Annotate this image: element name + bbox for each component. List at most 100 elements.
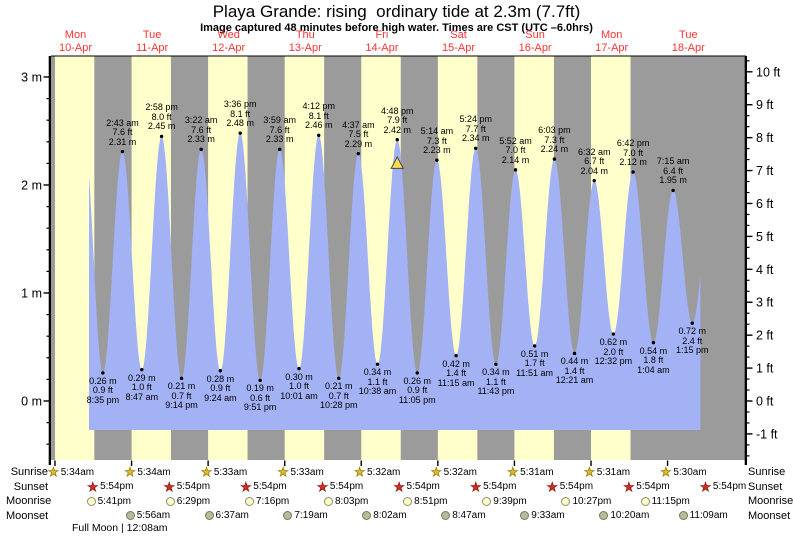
sunset-entry: ★ 5:54pm xyxy=(317,480,364,493)
moonset-circle-icon xyxy=(441,511,451,520)
sunrise-entry: ★ 5:31am xyxy=(507,466,554,479)
right-axis-label: 3 ft xyxy=(756,296,774,310)
moonset-time: 8:47am xyxy=(452,510,486,521)
tide-label-line: 5:24 pm xyxy=(459,114,492,125)
high-tide-label: 5:52 am 7.0 ft 2.14 m xyxy=(485,136,547,166)
sunrise-entry: ★ 5:34am xyxy=(47,465,95,479)
sunset-time: 5:54pm xyxy=(329,481,364,492)
high-tide-point xyxy=(671,188,675,193)
day-date: 13-Apr xyxy=(288,42,322,54)
sunrise-time: 5:32am xyxy=(443,466,477,478)
sunrise-star-icon: ★ xyxy=(660,465,672,479)
tide-label-line: 7.9 ft xyxy=(387,115,408,126)
tide-label-line: 2.46 m xyxy=(304,120,333,131)
day-date: 16-Apr xyxy=(518,42,552,54)
right-axis-label: 6 ft xyxy=(756,197,774,211)
low-tide-label: 0.26 m 0.9 ft 8:35 pm xyxy=(72,376,134,406)
left-axis-label: 1 m xyxy=(21,287,42,301)
left-axis-label: 0 m xyxy=(21,395,42,409)
right-axis-label: 1 ft xyxy=(756,362,774,376)
moonset-entry: 5:56am xyxy=(125,510,170,522)
moonset-circle-icon xyxy=(125,511,135,520)
day-name: Sat xyxy=(450,29,467,41)
tide-label-line: 0.7 ft xyxy=(171,390,192,401)
tide-label-line: 1:04 am xyxy=(637,364,670,375)
tide-label-line: 2.48 m xyxy=(226,118,254,129)
right-axis-label: 4 ft xyxy=(756,263,774,277)
moonrise-entry: 5:41pm xyxy=(86,495,131,507)
tide-label-line: 10:28 pm xyxy=(319,400,358,411)
right-axis-line xyxy=(744,56,747,465)
moonrise-entry: 9:39pm xyxy=(482,495,527,507)
day-date: 17-Apr xyxy=(595,42,629,54)
tide-label-line: 0.6 ft xyxy=(250,392,271,403)
low-tide-label: 0.44 m 1.4 ft 12:21 am xyxy=(544,357,606,386)
high-tide-label: 4:48 pm 7.9 ft 2.42 m xyxy=(366,105,428,136)
sunrise-star-icon: ★ xyxy=(47,465,60,479)
tide-label-line: 0.29 m xyxy=(128,372,156,383)
sunrise-entry: ★ 5:31am xyxy=(584,466,631,479)
day-date: 10-Apr xyxy=(58,42,93,54)
sunset-entry: ★ 5:54pm xyxy=(700,480,747,493)
tide-label-line: 2.04 m xyxy=(580,165,608,176)
low-tide-label: 0.30 m 1.0 ft 10:01 am xyxy=(268,372,330,402)
sunset-star-icon: ★ xyxy=(393,479,405,494)
tide-label-line: 0.44 m xyxy=(560,356,589,367)
moonset-time: 9:33am xyxy=(531,510,565,521)
moonrise-time: 5:41pm xyxy=(97,495,131,507)
tide-label-line: 1.4 ft xyxy=(446,368,467,379)
tide-label-line: 6:03 pm xyxy=(538,125,571,136)
high-tide-label: 6:32 am 6.7 ft 2.04 m xyxy=(563,147,625,177)
moonrise-time: 9:39pm xyxy=(493,495,527,507)
low-tide-point xyxy=(690,321,694,325)
tide-label-line: 10:01 am xyxy=(280,390,318,401)
right-axis-label: 5 ft xyxy=(756,230,774,244)
sunset-star-icon: ★ xyxy=(623,479,635,494)
high-tide-label: 2:43 am 7.6 ft 2.31 m xyxy=(91,118,153,148)
sunset-entry: ★ 5:54pm xyxy=(547,480,594,493)
sunrise-star-icon: ★ xyxy=(430,465,442,479)
sunset-time: 5:54pm xyxy=(253,481,287,492)
day-header: Thu 13-Apr xyxy=(267,29,343,55)
high-tide-point xyxy=(592,178,596,183)
sunset-time: 5:54pm xyxy=(559,481,594,492)
tide-label-line: 7.5 ft xyxy=(348,129,369,140)
sunrise-time: 5:33am xyxy=(213,466,248,478)
sunset-time: 5:54pm xyxy=(406,481,440,492)
moonset-circle-icon xyxy=(204,511,214,520)
tide-label-line: 0.54 m xyxy=(639,345,668,356)
low-tide-point xyxy=(375,362,380,366)
sunset-entry: ★ 5:54pm xyxy=(164,480,211,493)
sunset-entry: ★ 5:54pm xyxy=(623,479,670,494)
tide-label-line: 7.0 ft xyxy=(505,145,526,156)
day-header: Tue 18-Apr xyxy=(650,29,726,55)
right-axis-label: 8 ft xyxy=(756,131,774,145)
left-row-header-sunset: Sunset xyxy=(13,480,48,493)
day-name: Thu xyxy=(295,29,315,41)
low-tide-point xyxy=(572,351,577,356)
tide-label-line: 0.72 m xyxy=(678,326,707,337)
tide-label-line: 1.7 ft xyxy=(524,358,545,369)
tide-label-line: 9:14 pm xyxy=(165,400,198,411)
moonrise-circle-icon xyxy=(86,496,96,506)
moonrise-entry: 7:16pm xyxy=(244,495,290,507)
tide-label-line: 3:36 pm xyxy=(223,99,257,110)
day-header: Mon 17-Apr xyxy=(574,29,650,55)
low-tide-point xyxy=(611,332,616,336)
moonrise-time: 7:16pm xyxy=(255,495,290,507)
tide-label-line: 2.0 ft xyxy=(603,346,624,357)
tide-label-line: 0.42 m xyxy=(442,358,470,369)
low-tide-label: 0.54 m 1.8 ft 1:04 am xyxy=(622,345,684,376)
moonrise-entry: 8:03pm xyxy=(323,495,368,507)
tide-label-line: 12:32 pm xyxy=(594,356,633,367)
tide-label-line: 1.4 ft xyxy=(564,365,585,376)
tide-label-line: 8:47 am xyxy=(125,391,159,402)
day-date: 11-Apr xyxy=(135,42,169,54)
tide-label-line: 7.3 ft xyxy=(544,134,565,145)
moonset-time: 11:09am xyxy=(689,510,728,521)
high-tide-label: 6:03 pm 7.3 ft 2.24 m xyxy=(523,126,585,155)
day-date: 14-Apr xyxy=(365,42,399,54)
tide-label-line: 4:48 pm xyxy=(380,105,414,116)
day-header: Mon 10-Apr xyxy=(38,29,114,55)
